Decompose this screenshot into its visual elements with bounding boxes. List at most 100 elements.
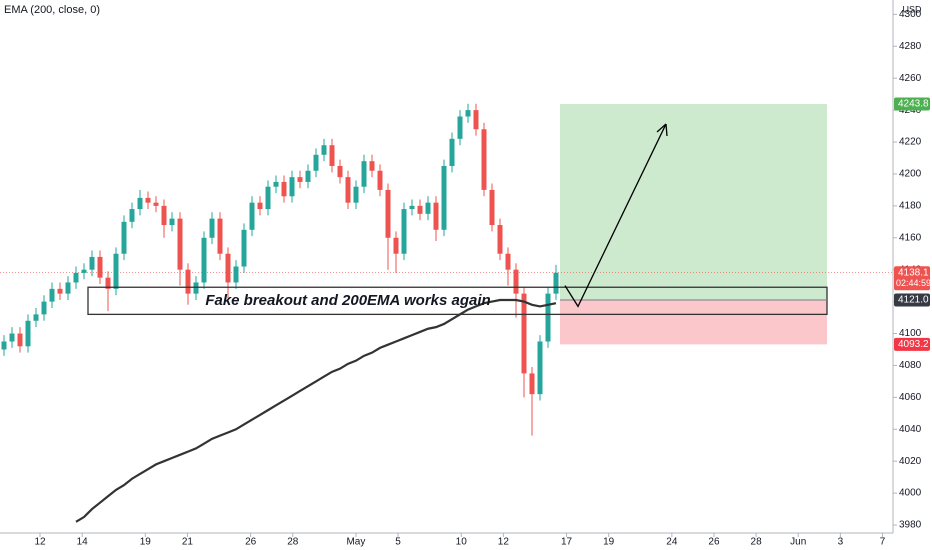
- candle-body: [201, 237, 207, 283]
- y-tick-label: 4020: [899, 456, 922, 467]
- candle-body: [153, 202, 159, 206]
- target-zone: [560, 104, 827, 301]
- candle-body: [65, 282, 71, 294]
- candle-body: [41, 301, 47, 315]
- entry-price-label-bg: [894, 293, 930, 307]
- last-price-label: 4138.1: [898, 267, 929, 278]
- candle-body: [521, 293, 527, 374]
- candle-body: [281, 181, 287, 197]
- stop-price-label-bg: [894, 337, 930, 351]
- candle-body: [225, 253, 231, 283]
- candle-body: [177, 218, 183, 270]
- candle-body: [321, 145, 327, 155]
- candle-body: [33, 314, 39, 321]
- candle-body: [433, 202, 439, 230]
- stop-price-label: 4093.2: [898, 339, 929, 350]
- candle-body: [337, 165, 343, 178]
- candle-body: [137, 197, 143, 210]
- candle-body: [385, 189, 391, 238]
- candle-body: [537, 341, 543, 395]
- x-tick-label: 19: [140, 537, 152, 548]
- zone-annotation: Fake breakout and 200EMA works again: [205, 292, 490, 309]
- candle-body: [17, 333, 23, 347]
- candle-body: [305, 170, 311, 182]
- candle-body: [497, 225, 503, 254]
- candle-body: [297, 177, 303, 182]
- x-tick-label: 26: [245, 537, 257, 548]
- x-tick-label: 12: [498, 537, 510, 548]
- candle-body: [369, 161, 375, 171]
- candle-body: [329, 145, 335, 166]
- candle-body: [9, 333, 15, 342]
- candle-body: [249, 202, 255, 230]
- candle-body: [241, 229, 247, 267]
- y-tick-label: 4100: [899, 328, 922, 339]
- arrow-head: [656, 123, 668, 137]
- x-tick-label: 28: [751, 537, 763, 548]
- candle-body: [409, 205, 415, 210]
- candle-body: [105, 277, 111, 289]
- candle-body: [441, 165, 447, 230]
- x-tick-label: 7: [880, 537, 886, 548]
- candle-body: [257, 202, 263, 210]
- candle-body: [1, 341, 7, 350]
- candle-body: [289, 177, 295, 197]
- x-tick-label: 19: [603, 537, 615, 548]
- countdown-label: 02:44:59: [896, 278, 931, 288]
- candle-body: [129, 209, 135, 222]
- candle-body: [113, 253, 119, 289]
- x-tick-label: 21: [182, 537, 194, 548]
- target-price-label-bg: [894, 97, 930, 111]
- candle-body: [145, 197, 151, 203]
- stop-zone: [560, 300, 827, 345]
- y-tick-label: 4080: [899, 360, 922, 371]
- candle-body: [49, 288, 55, 302]
- candle-body: [393, 237, 399, 254]
- candle-body: [465, 110, 471, 117]
- y-tick-label: 4260: [899, 73, 922, 84]
- candle-body: [313, 154, 319, 171]
- x-tick-label: 14: [77, 537, 89, 548]
- x-tick-label: Jun: [790, 537, 806, 548]
- y-tick-label: 4220: [899, 137, 922, 148]
- candle-body: [361, 161, 367, 187]
- candle-body: [545, 293, 551, 342]
- x-tick-label: 10: [456, 537, 468, 548]
- breakout-zone: [87, 286, 828, 316]
- candle-body: [89, 256, 95, 270]
- candle-body: [185, 269, 191, 294]
- x-tick-label: 12: [34, 537, 46, 548]
- y-tick-label: 4200: [899, 169, 922, 180]
- y-tick-label: 3980: [899, 520, 922, 531]
- y-tick-label: 4160: [899, 232, 922, 243]
- last-price-label-bg: [894, 266, 930, 291]
- candle-body: [481, 129, 487, 190]
- y-tick-label: 4280: [899, 41, 922, 52]
- forecast-arrow: [564, 123, 667, 308]
- x-tick-label: 17: [561, 537, 573, 548]
- candle-body: [513, 269, 519, 294]
- candle-body: [97, 256, 103, 278]
- x-tick-label: 28: [287, 537, 299, 548]
- candle-body: [457, 116, 463, 139]
- currency-label: USD: [902, 4, 922, 14]
- entry-price-label: 4121.0: [898, 295, 929, 306]
- x-tick-label: 5: [395, 537, 401, 548]
- candle-body: [273, 181, 279, 187]
- candle-body: [353, 186, 359, 203]
- candle-body: [217, 218, 223, 254]
- candle-body: [169, 218, 175, 226]
- y-tick-label: 4180: [899, 200, 922, 211]
- candle-body: [193, 282, 199, 294]
- candle-body: [265, 186, 271, 210]
- candle-body: [73, 272, 79, 283]
- candle-body: [401, 209, 407, 254]
- candle-body: [377, 170, 383, 190]
- candle-body: [505, 253, 511, 270]
- target-price-label: 4243.8: [898, 99, 929, 110]
- candle-body: [417, 205, 423, 214]
- candle-body: [345, 177, 351, 203]
- candle-body: [209, 218, 215, 238]
